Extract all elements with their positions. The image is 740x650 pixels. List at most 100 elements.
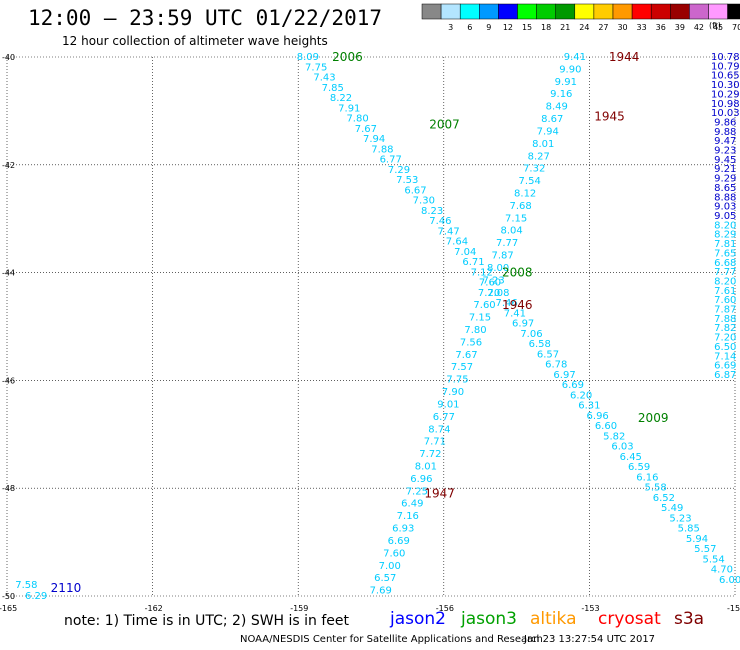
colorbar-tick-label: 27: [598, 23, 608, 32]
swh-value: 7.14: [714, 351, 736, 362]
time-label: 2007: [429, 117, 460, 131]
swh-value: 8.00: [487, 263, 509, 274]
swh-value: 9.88: [714, 127, 736, 138]
swh-value: 9.16: [550, 89, 572, 100]
colorbar-swatch: [689, 3, 709, 20]
colorbar-swatch: [517, 3, 537, 20]
swh-value: 7.77: [714, 267, 736, 278]
colorbar-swatch: [650, 3, 671, 20]
lon-tick-label: -150: [727, 604, 740, 613]
swh-value: 10.65: [711, 71, 740, 82]
swh-value: 7.53: [396, 175, 418, 186]
swh-value: 7.67: [355, 124, 377, 135]
lat-tick-label: -40: [2, 53, 15, 62]
colorbar-swatch: [459, 3, 480, 20]
time-label: 2006: [332, 50, 363, 64]
colorbar-tick-label: 21: [560, 23, 570, 32]
swh-value: 6.20: [570, 390, 592, 401]
time-label: 1945: [594, 109, 625, 123]
swh-value: 7.80: [464, 325, 486, 336]
swh-value: 10.30: [711, 80, 740, 91]
swh-value: 7.15: [469, 313, 491, 324]
swh-value: 7.64: [446, 237, 468, 248]
swh-value: 6.57: [537, 349, 559, 360]
colorbar-swatch: [479, 3, 499, 20]
colorbar-swatch: [593, 3, 614, 20]
swh-value: 7.43: [313, 73, 335, 84]
swh-value: 6.45: [620, 452, 642, 463]
swh-value: 7.85: [322, 83, 344, 94]
swh-value: 9.03: [714, 202, 736, 213]
swh-value: 6.77: [433, 412, 455, 423]
swh-value: 7.68: [510, 201, 532, 212]
colorbar-tick-label: 18: [541, 23, 551, 32]
map-title: 12:00 – 23:59 UTC 01/22/2017: [28, 6, 383, 30]
swh-value: 8.09: [297, 52, 319, 63]
lat-tick-label: -50: [2, 592, 15, 601]
swh-value: 6.58: [529, 339, 551, 350]
swh-value: 10.03: [711, 108, 740, 119]
time-label: 2008: [502, 266, 533, 280]
swh-value: 7.60: [383, 548, 405, 559]
swh-value: 10.29: [711, 89, 740, 100]
colorbar-tick-label: 36: [656, 23, 666, 32]
lat-tick-label: -44: [2, 269, 15, 278]
swh-value: 6.96: [587, 411, 609, 422]
swh-value: 7.00: [379, 561, 401, 572]
colorbar-swatch: [708, 3, 728, 20]
swh-value: 7.25: [406, 486, 428, 497]
swh-value: 7.08: [487, 288, 509, 299]
swh-value: 8.29: [714, 230, 736, 241]
swh-value: 7.72: [419, 449, 441, 460]
map-subtitle: 12 hour collection of altimeter wave hei…: [62, 34, 328, 48]
swh-value: 7.60: [473, 300, 495, 311]
footnote: note: 1) Time is in UTC; 2) SWH is in fe…: [64, 613, 350, 629]
swh-value: 7.91: [338, 103, 360, 114]
swh-value: 8.74: [428, 424, 450, 435]
swh-value: 7.88: [371, 144, 393, 155]
colorbar-swatch: [727, 3, 740, 20]
credit-line: NOAA/NESDIS Center for Satellite Applica…: [240, 634, 543, 645]
generated-timestamp: Jan 23 13:27:54 UTC 2017: [524, 634, 656, 645]
swh-value: 6.69: [714, 361, 736, 372]
swh-value: 5.57: [694, 544, 716, 555]
swh-value: 5.49: [661, 503, 683, 514]
swh-value: 7.58: [15, 580, 37, 591]
swh-value: 9.45: [714, 155, 736, 166]
swh-value: 10.79: [711, 61, 740, 72]
swh-value: 7.46: [495, 298, 517, 309]
colorbar-tick-label: 30: [617, 23, 627, 32]
swh-value: 7.32: [523, 164, 545, 175]
swh-value: 7.61: [714, 286, 736, 297]
swh-value: 6.87: [714, 370, 736, 381]
lon-tick-label: -162: [145, 604, 163, 613]
swh-value: 8.27: [528, 151, 550, 162]
satellite-legend-altika: altika: [530, 609, 577, 629]
track-jason3: 8.097.757.437.858.227.917.807.677.947.88…: [297, 52, 740, 586]
lat-tick-label: -46: [2, 376, 15, 385]
swh-value: 7.41: [504, 308, 526, 319]
colorbar-tick-label: 45: [713, 23, 723, 32]
satellite-legend-cryosat: cryosat: [598, 609, 661, 629]
swh-value: 6.59: [628, 462, 650, 473]
swh-value: 7.20: [478, 288, 500, 299]
swh-value: 7.87: [491, 251, 513, 262]
swh-value: 9.01: [437, 399, 459, 410]
swh-value: 9.23: [714, 146, 736, 157]
time-label: 2110: [51, 581, 82, 595]
swh-value: 9.86: [714, 117, 736, 128]
swh-value: 7.15: [505, 213, 527, 224]
swh-value: 7.23: [482, 275, 504, 286]
colorbar-swatch: [670, 3, 690, 20]
swh-value: 6.77: [380, 155, 402, 166]
colorbar-tick-label: 6: [467, 23, 472, 32]
swh-value: 4.70: [711, 565, 733, 576]
lon-tick-label: -159: [290, 604, 308, 613]
track-s3a: 9.419.909.919.168.498.677.948.018.277.32…: [370, 52, 586, 597]
colorbar-tick-label: 70: [732, 23, 740, 32]
swh-value: 9.91: [555, 77, 577, 88]
swh-value: 6.50: [714, 342, 736, 353]
swh-value: 7.90: [442, 387, 464, 398]
swh-value: 8.22: [330, 93, 352, 104]
